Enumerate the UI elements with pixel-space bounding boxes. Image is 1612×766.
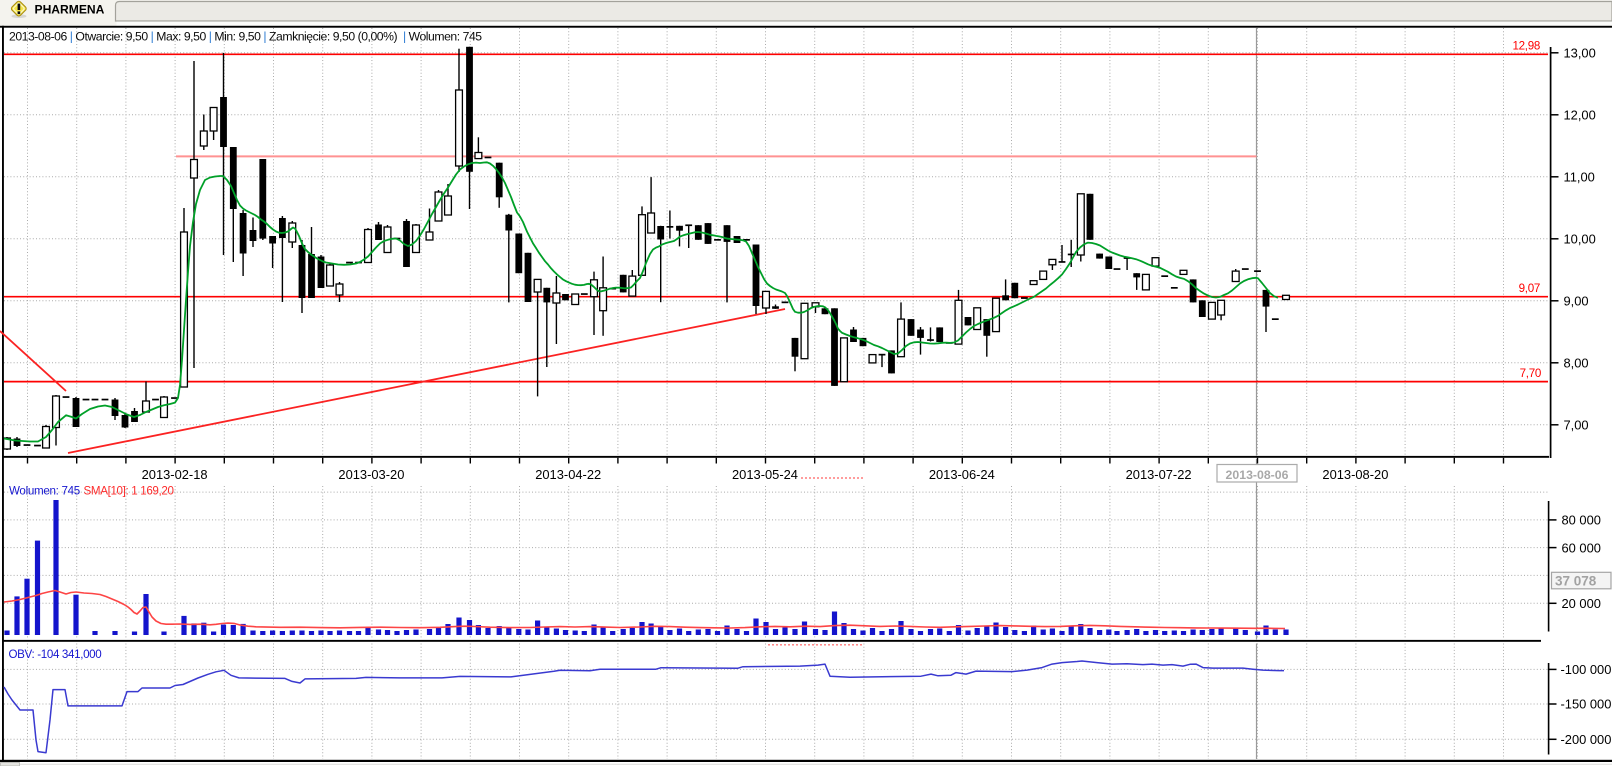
svg-text:7,70: 7,70 <box>1520 367 1541 380</box>
svg-text:-200 000: -200 000 <box>1561 732 1612 747</box>
svg-text:-150 000: -150 000 <box>1561 697 1612 712</box>
svg-text:12,98: 12,98 <box>1512 39 1540 52</box>
svg-text:2013-03-20: 2013-03-20 <box>338 467 404 482</box>
svg-text:12,00: 12,00 <box>1564 108 1596 123</box>
svg-text:60 000: 60 000 <box>1562 540 1601 555</box>
svg-text:9,07: 9,07 <box>1519 282 1540 295</box>
svg-text:Wolumen: 745: Wolumen: 745 <box>9 485 80 498</box>
svg-text:2013-08-06: 2013-08-06 <box>1226 468 1289 482</box>
svg-text:2013-08-06 | Otwarcie: 9,50 |: 2013-08-06 | Otwarcie: 9,50 | Max: 9,50 … <box>9 30 482 44</box>
svg-text:37 078: 37 078 <box>1555 574 1597 589</box>
svg-text:SMA[10]: 1 169,20: SMA[10]: 1 169,20 <box>84 485 174 498</box>
svg-text:8,00: 8,00 <box>1564 356 1589 371</box>
svg-text:2013-05-24: 2013-05-24 <box>732 467 798 482</box>
svg-text:7,00: 7,00 <box>1564 418 1589 433</box>
svg-text:2013-07-22: 2013-07-22 <box>1126 467 1192 482</box>
svg-text:2013-06-24: 2013-06-24 <box>929 467 995 482</box>
svg-text:2013-02-18: 2013-02-18 <box>142 467 208 482</box>
svg-text:20 000: 20 000 <box>1562 596 1601 611</box>
svg-text:13,00: 13,00 <box>1564 46 1596 61</box>
svg-text:2013-04-22: 2013-04-22 <box>535 467 601 482</box>
svg-text:PHARMENA: PHARMENA <box>35 3 105 17</box>
svg-text:80 000: 80 000 <box>1562 513 1601 528</box>
svg-text:OBV: -104 341,000: OBV: -104 341,000 <box>9 648 102 661</box>
svg-text:9,00: 9,00 <box>1564 294 1589 309</box>
svg-text:10,00: 10,00 <box>1564 232 1596 247</box>
svg-text:2013-08-20: 2013-08-20 <box>1322 467 1388 482</box>
svg-text:11,00: 11,00 <box>1564 170 1595 185</box>
svg-text:-100 000: -100 000 <box>1561 662 1612 677</box>
